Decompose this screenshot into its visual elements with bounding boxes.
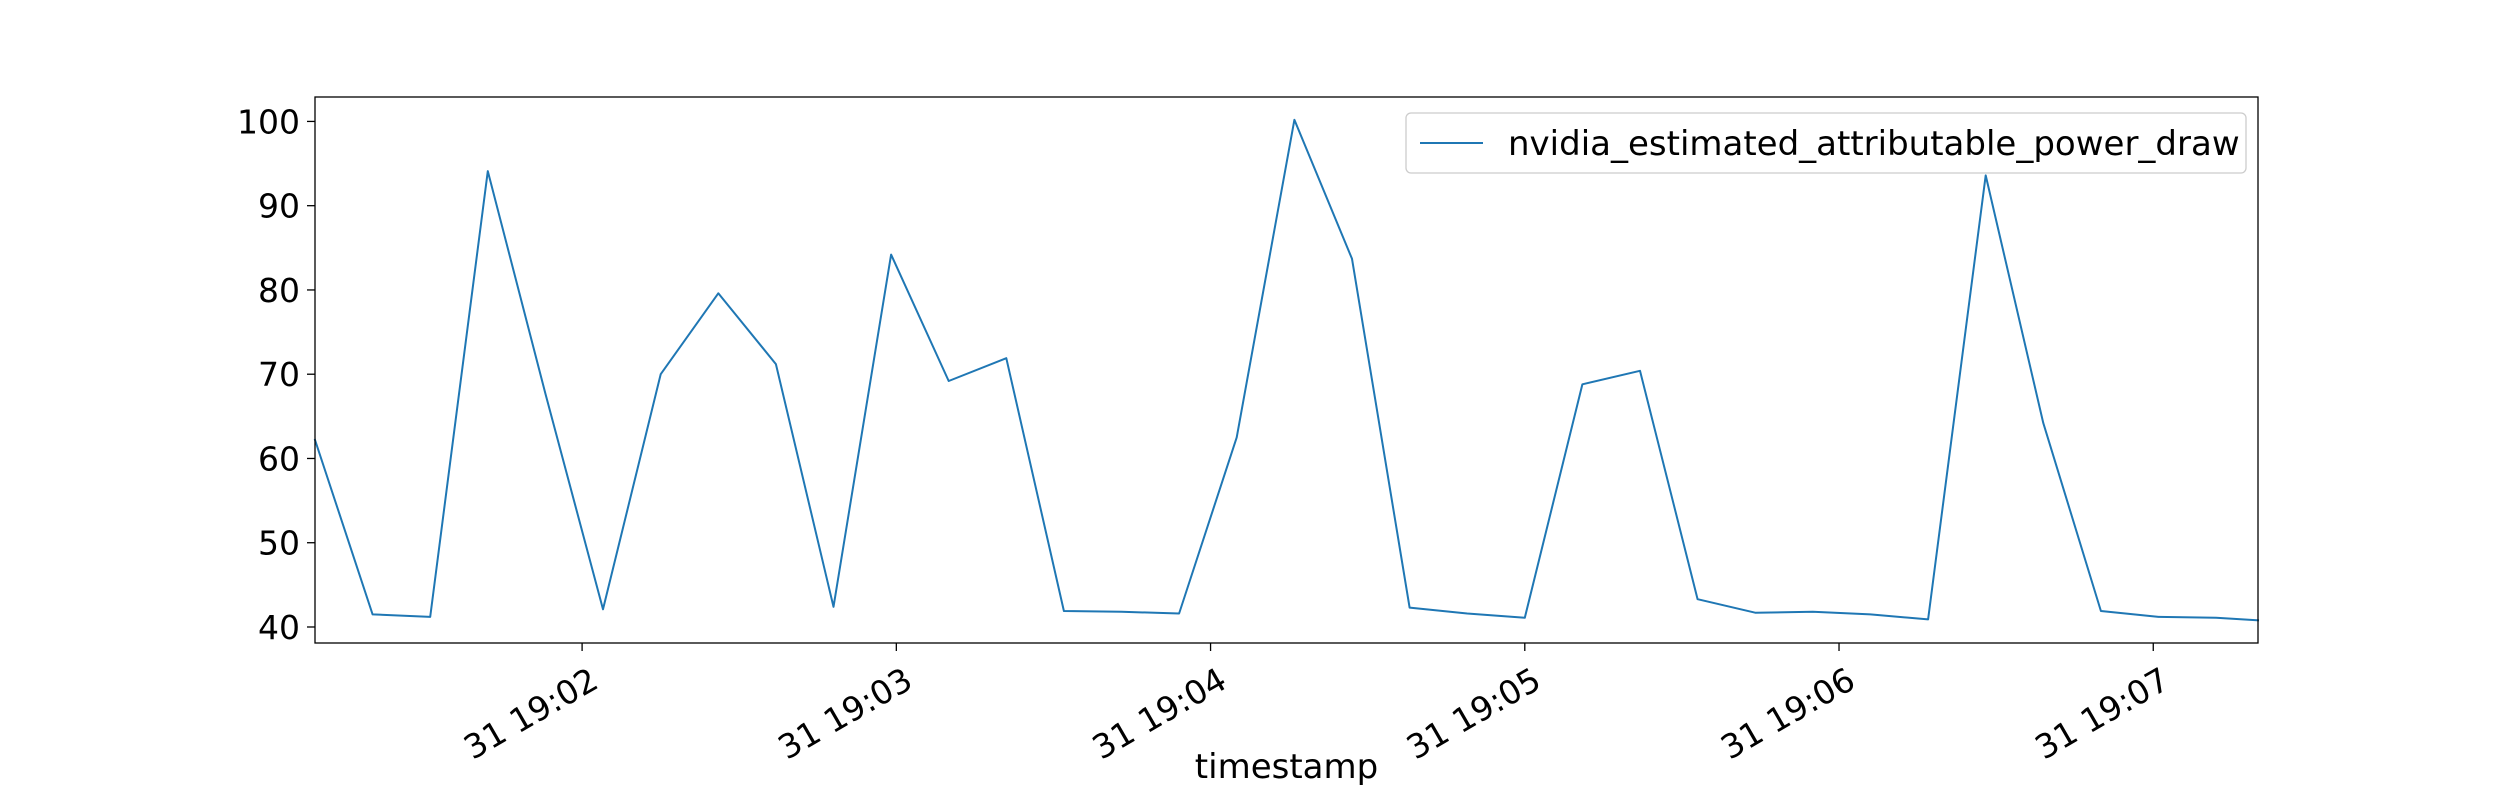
legend-box (1405, 112, 2247, 174)
x-axis-label: timestamp (1195, 747, 1378, 787)
y-axis: 40 50 60 70 80 90 100 (237, 102, 315, 647)
y-tick-label: 50 (258, 524, 300, 563)
y-tick-label: 70 (258, 355, 300, 394)
plot-area (313, 118, 2260, 622)
legend: nvidia_estimated_attributable_power_draw (1405, 112, 2247, 174)
axes-frame (314, 96, 2259, 644)
legend-label: nvidia_estimated_attributable_power_draw (1508, 124, 2240, 164)
y-tick-label: 40 (258, 608, 300, 647)
y-tick-label: 80 (258, 271, 300, 310)
y-tick-label: 60 (258, 439, 300, 478)
series-line-nvidia_estimated_attributable_power_draw (313, 118, 2260, 622)
y-tick-label: 90 (258, 187, 300, 226)
y-tick-label: 100 (237, 102, 300, 141)
